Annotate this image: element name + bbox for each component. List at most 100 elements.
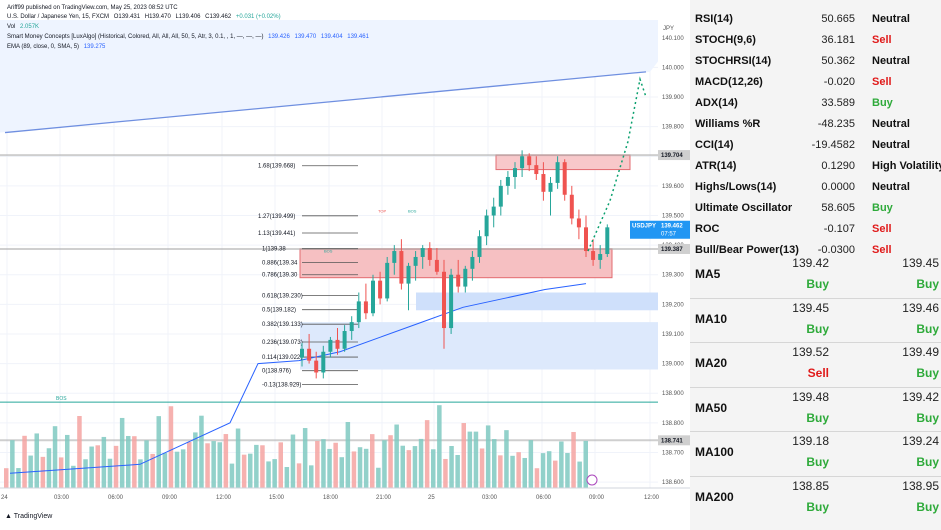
- candle: [385, 262, 390, 299]
- x-tick-label: 06:00: [108, 495, 124, 501]
- volume-bar: [553, 460, 558, 488]
- indicator-name: CCI(14): [695, 139, 734, 151]
- indicator-signal: Sell: [872, 76, 892, 88]
- x-tick-label: 25: [428, 495, 435, 501]
- volume-bar: [418, 438, 424, 488]
- price-zone-demand-ob: [299, 248, 613, 279]
- smc-value: 139.470: [294, 34, 317, 40]
- ma-name: MA10: [695, 311, 728, 326]
- candle: [300, 348, 304, 358]
- volume-bar: [333, 442, 338, 488]
- candle: [569, 194, 574, 219]
- bos-label: BOS: [408, 209, 417, 214]
- indicator-row: Highs/Lows(14) 0.0000 Neutral: [690, 177, 941, 198]
- candle: [406, 265, 411, 284]
- volume-bar: [211, 441, 216, 488]
- candle: [562, 162, 567, 195]
- tradingview-logo[interactable]: ▲ TradingView: [5, 513, 52, 520]
- candle: [463, 268, 468, 287]
- y-tick-label: 139.900: [662, 95, 684, 101]
- volume-bar: [119, 417, 125, 488]
- volume-bar: [107, 458, 113, 488]
- volume-label: Vol: [7, 24, 16, 30]
- ma-simple-value: 139.42: [792, 256, 829, 270]
- x-tick-label: 12:00: [644, 495, 660, 501]
- indicator-signal: Neutral: [872, 13, 910, 25]
- moving-average-row: MA50 139.48 139.42 Buy Buy: [690, 388, 941, 432]
- tradingview-brand: TradingView: [13, 513, 53, 520]
- fib-label: 0.786(139.30: [262, 273, 298, 279]
- moving-average-row: MA10 139.45 139.46 Buy Buy: [690, 299, 941, 343]
- x-tick-label: 09:00: [162, 495, 178, 501]
- current-price-badge: [630, 220, 690, 239]
- candle: [349, 322, 354, 332]
- volume-line[interactable]: Vol 2.057K: [7, 23, 42, 31]
- ma-name: MA50: [695, 400, 728, 415]
- top-label: TOP: [378, 209, 386, 214]
- indicator-row: ROC -0.107 Sell: [690, 219, 941, 240]
- indicator-row: STOCH(9,6) 36.181 Sell: [690, 30, 941, 51]
- volume-bar: [40, 456, 46, 488]
- ma-simple-value: 138.85: [792, 478, 829, 493]
- chart-panel[interactable]: BOS 1.68(139.668) 1.27(139.499) 1.13(139.44…: [0, 0, 690, 530]
- volume-bar: [363, 448, 369, 488]
- volume-bar: [10, 440, 15, 488]
- volume-bar: [144, 440, 149, 488]
- indicator-name: STOCH(9,6): [695, 34, 756, 46]
- bos-label: BOS: [324, 249, 333, 254]
- indicator-value: -48.235: [817, 118, 855, 130]
- ma-exponential-signal: Buy: [916, 410, 939, 425]
- volume-bar: [296, 463, 302, 488]
- volume-bar: [4, 468, 9, 488]
- x-tick-label: 12:00: [216, 495, 232, 501]
- volume-bar: [528, 440, 534, 488]
- smc-line[interactable]: Smart Money Concepts [LuxAlgo] (Historic…: [7, 33, 372, 41]
- volume-bar: [412, 446, 418, 488]
- candle: [434, 259, 439, 272]
- y-tick-label: 138.900: [662, 391, 684, 397]
- price-level-value: 138.741: [661, 438, 683, 444]
- indicator-name: Bull/Bear Power(13): [695, 244, 799, 256]
- indicator-signal: Neutral: [872, 118, 910, 130]
- fib-label: 0.5(139.182): [262, 308, 296, 314]
- volume-bar: [278, 442, 283, 488]
- ma-exponential-value: 138.95: [902, 478, 939, 493]
- fib-label: 1.27(139.499): [258, 214, 295, 220]
- candle: [392, 251, 397, 263]
- ohlc-high: H139.470: [144, 14, 171, 20]
- tradingview-logo-icon: ▲: [5, 513, 12, 520]
- candle: [342, 331, 347, 349]
- y-tick-label: 140.100: [662, 36, 684, 42]
- x-tick-label: 15:00: [269, 495, 285, 501]
- fib-label: 0.236(139.073): [262, 340, 303, 346]
- ma-simple-signal: Buy: [806, 499, 829, 514]
- candle: [484, 215, 489, 237]
- candle: [470, 256, 475, 269]
- moving-average-row: MA100 139.18 139.24 Buy Buy: [690, 432, 941, 476]
- fib-label: -0.13(138.929): [262, 383, 301, 389]
- volume-bar: [16, 468, 21, 488]
- volume-bar: [382, 440, 387, 488]
- volume-bar: [71, 465, 76, 488]
- volume-value: 2.057K: [20, 24, 40, 30]
- x-tick-label: 03:00: [54, 495, 70, 501]
- indicator-signal: Neutral: [872, 55, 910, 67]
- price-level-badge: [658, 435, 690, 446]
- indicator-value: 50.362: [821, 55, 855, 67]
- ma-name: MA20: [695, 356, 728, 370]
- volume-bar: [577, 461, 582, 488]
- candle: [505, 176, 510, 186]
- fib-label: 1.68(139.668): [258, 164, 295, 170]
- ma-exponential-value: 139.24: [902, 434, 939, 448]
- x-tick-label: 09:00: [589, 495, 605, 501]
- ema-line[interactable]: EMA (89, close, 0, SMA, 5) 139.275: [7, 43, 108, 51]
- indicator-row: ADX(14) 33.589 Buy: [690, 93, 941, 114]
- price-chart[interactable]: BOS 1.68(139.668) 1.27(139.499) 1.13(139.44…: [0, 0, 690, 530]
- fib-label: 0.114(139.022): [262, 355, 302, 361]
- price-zone-demand-fvg: [300, 322, 658, 370]
- price-level-value: 139.387: [661, 247, 683, 253]
- volume-bar: [583, 440, 588, 488]
- ohlc-open: O139.431: [113, 14, 141, 20]
- volume-bar: [83, 459, 88, 488]
- indicator-name: ADX(14): [695, 97, 738, 109]
